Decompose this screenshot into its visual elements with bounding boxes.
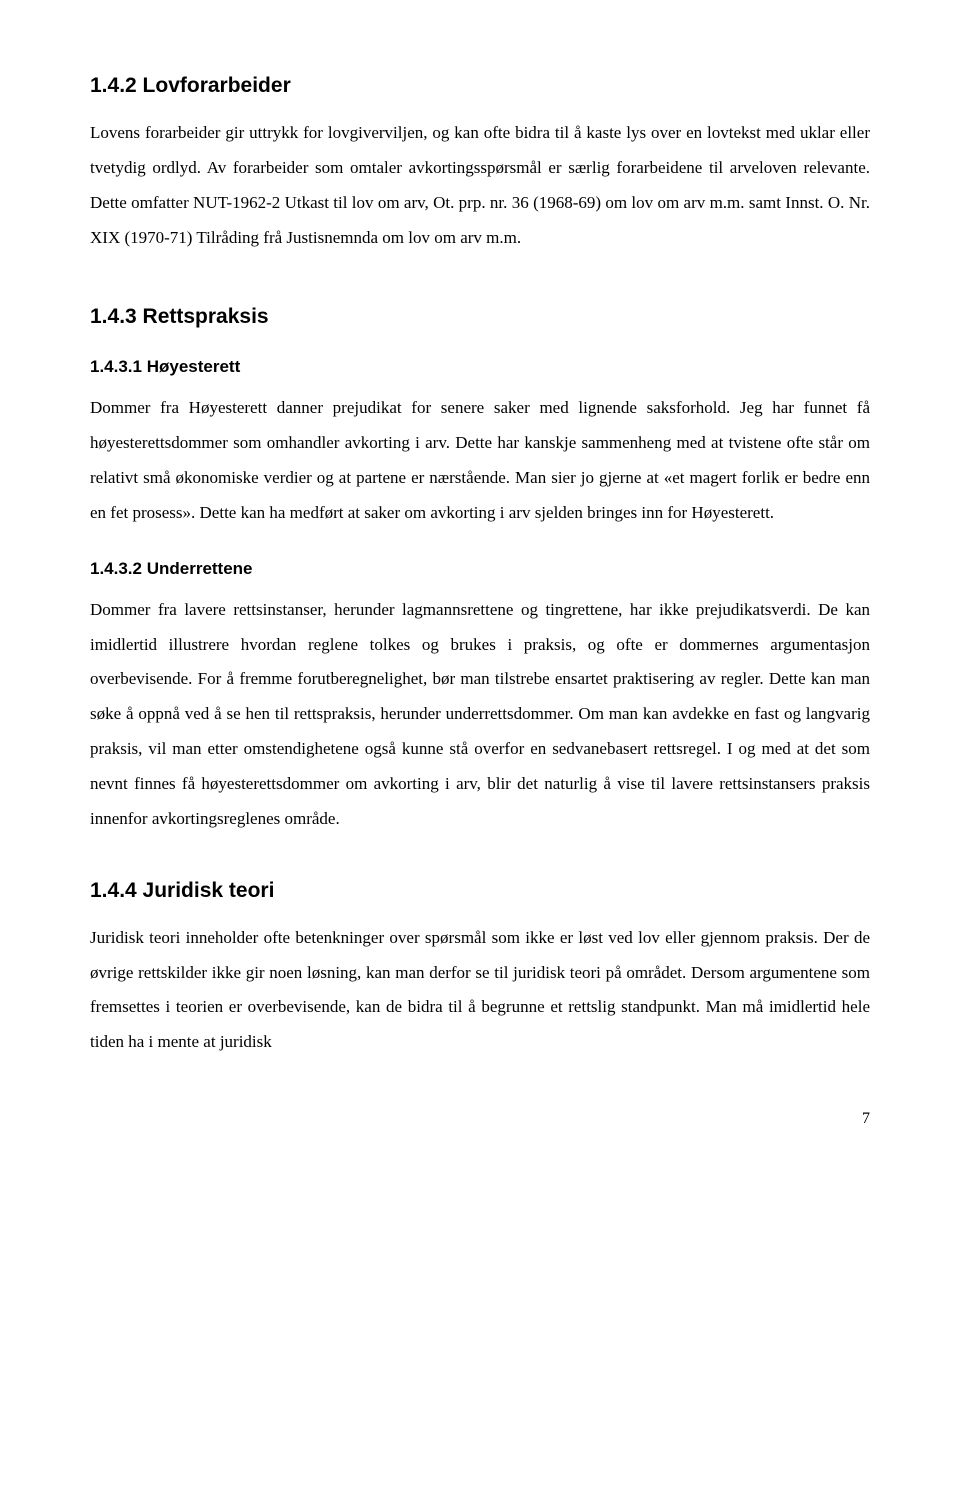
heading-1-4-2: 1.4.2 Lovforarbeider <box>90 74 870 98</box>
section-juridisk-teori: 1.4.4 Juridisk teori Juridisk teori inne… <box>90 879 870 1060</box>
page-number: 7 <box>90 1110 870 1128</box>
para-1-4-3-2: Dommer fra lavere rettsinstanser, herund… <box>90 593 870 837</box>
para-1-4-2: Lovens forarbeider gir uttrykk for lovgi… <box>90 116 870 255</box>
section-lovforarbeider: 1.4.2 Lovforarbeider Lovens forarbeider … <box>90 74 870 255</box>
heading-1-4-3-2: 1.4.3.2 Underrettene <box>90 559 870 579</box>
heading-1-4-3: 1.4.3 Rettspraksis <box>90 305 870 329</box>
para-1-4-4: Juridisk teori inneholder ofte betenknin… <box>90 921 870 1060</box>
section-rettspraksis: 1.4.3 Rettspraksis <box>90 305 870 329</box>
section-underrettene: 1.4.3.2 Underrettene Dommer fra lavere r… <box>90 559 870 837</box>
section-hoyesterett: 1.4.3.1 Høyesterett Dommer fra Høyestere… <box>90 357 870 530</box>
heading-1-4-3-1: 1.4.3.1 Høyesterett <box>90 357 870 377</box>
heading-1-4-4: 1.4.4 Juridisk teori <box>90 879 870 903</box>
para-1-4-3-1: Dommer fra Høyesterett danner prejudikat… <box>90 391 870 530</box>
